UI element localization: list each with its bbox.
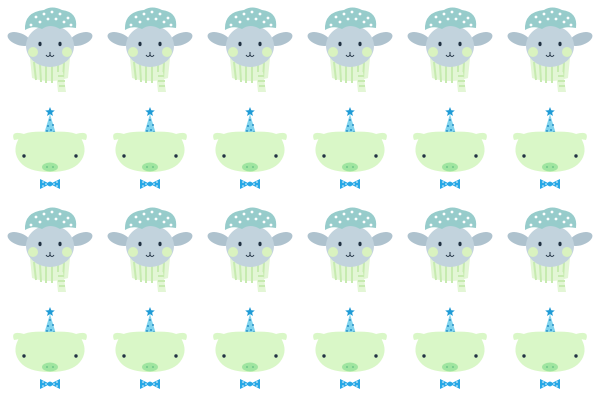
sheep-face-icon bbox=[305, 7, 395, 92]
sheep-tile bbox=[200, 200, 300, 300]
sheep-tile bbox=[500, 0, 600, 100]
sheep-face-icon bbox=[105, 7, 195, 92]
pig-face-icon bbox=[13, 107, 87, 189]
pig-tile bbox=[100, 300, 200, 400]
pig-face-icon bbox=[413, 107, 487, 189]
pig-face-icon bbox=[113, 107, 187, 189]
sheep-face-icon bbox=[505, 7, 595, 92]
sheep-tile bbox=[400, 200, 500, 300]
sheep-tile bbox=[0, 200, 100, 300]
pig-tile bbox=[400, 100, 500, 200]
sheep-face-icon bbox=[5, 7, 95, 92]
sheep-face-icon bbox=[405, 7, 495, 92]
pig-face-icon bbox=[13, 307, 87, 389]
sheep-tile bbox=[300, 0, 400, 100]
pig-face-icon bbox=[213, 307, 287, 389]
sheep-face-icon bbox=[205, 207, 295, 292]
pig-face-icon bbox=[413, 307, 487, 389]
sheep-tile bbox=[400, 0, 500, 100]
pig-tile bbox=[500, 100, 600, 200]
sheep-tile bbox=[100, 200, 200, 300]
sheep-face-icon bbox=[105, 207, 195, 292]
sheep-tile bbox=[200, 0, 300, 100]
pig-tile bbox=[0, 100, 100, 200]
pig-face-icon bbox=[513, 107, 587, 189]
pig-tile bbox=[300, 300, 400, 400]
sheep-face-icon bbox=[505, 207, 595, 292]
sheep-tile bbox=[0, 0, 100, 100]
pig-tile bbox=[500, 300, 600, 400]
pig-tile bbox=[100, 100, 200, 200]
pig-tile bbox=[400, 300, 500, 400]
sheep-tile bbox=[100, 0, 200, 100]
sheep-face-icon bbox=[305, 207, 395, 292]
pig-tile bbox=[200, 100, 300, 200]
sheep-face-icon bbox=[405, 207, 495, 292]
pig-face-icon bbox=[313, 307, 387, 389]
pig-tile bbox=[0, 300, 100, 400]
pig-face-icon bbox=[513, 307, 587, 389]
sheep-face-icon bbox=[5, 207, 95, 292]
sheep-face-icon bbox=[205, 7, 295, 92]
pig-face-icon bbox=[313, 107, 387, 189]
pig-face-icon bbox=[113, 307, 187, 389]
sheep-tile bbox=[300, 200, 400, 300]
pig-tile bbox=[300, 100, 400, 200]
pig-tile bbox=[200, 300, 300, 400]
sheep-tile bbox=[500, 200, 600, 300]
pig-face-icon bbox=[213, 107, 287, 189]
